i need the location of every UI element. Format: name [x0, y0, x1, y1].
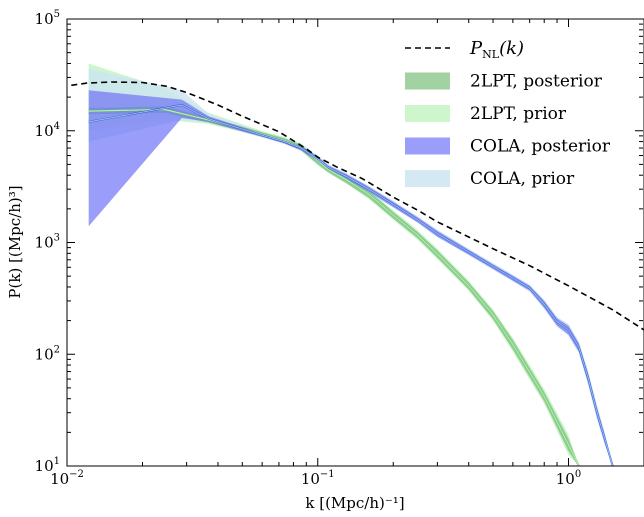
line-cola-posterior: [88, 104, 614, 466]
series-lines: [71, 81, 644, 466]
x-tick-label: 10−2: [50, 469, 84, 488]
legend-label-cola-prior: COLA, prior: [470, 169, 575, 189]
band-2lpt-posterior: [88, 106, 579, 466]
x-tick-label: 10−1: [301, 469, 335, 488]
tick-labels: 10−2 10−1 100 101 102 103 104 105: [35, 9, 582, 488]
line-2lpt-posterior: [88, 108, 580, 466]
legend-label-2lpt-prior: 2LPT, prior: [470, 104, 567, 124]
y-axis-label: P(k) [(Mpc/h)³]: [6, 185, 24, 298]
y-tick-label: 105: [35, 9, 60, 28]
uncertainty-bands: [88, 63, 613, 466]
legend-handle-2lpt-posterior: [405, 72, 450, 90]
line-cola-prior: [88, 104, 614, 466]
legend-label-cola-posterior: COLA, posterior: [470, 137, 611, 157]
x-tick-label: 100: [556, 469, 581, 488]
plot-frame: [66, 18, 644, 467]
line-2lpt-prior: [88, 108, 580, 466]
axis-ticks: [66, 18, 644, 467]
band-cola-posterior: [88, 90, 613, 466]
legend-label-pnl: PNL(k): [469, 38, 524, 61]
line-pnl: [71, 81, 644, 331]
y-tick-label: 103: [35, 233, 60, 252]
y-tick-label: 101: [35, 456, 60, 475]
legend: PNL(k) 2LPT, posterior 2LPT, prior COLA, po…: [405, 38, 611, 189]
legend-handle-2lpt-prior: [405, 105, 450, 122]
legend-label-2lpt-posterior: 2LPT, posterior: [470, 72, 603, 92]
legend-handle-cola-prior: [405, 170, 450, 187]
x-axis-label: k [(Mpc/h)⁻¹]: [305, 494, 404, 512]
legend-handle-cola-posterior: [405, 137, 450, 155]
y-tick-label: 102: [35, 344, 60, 363]
y-tick-label: 104: [35, 121, 60, 140]
